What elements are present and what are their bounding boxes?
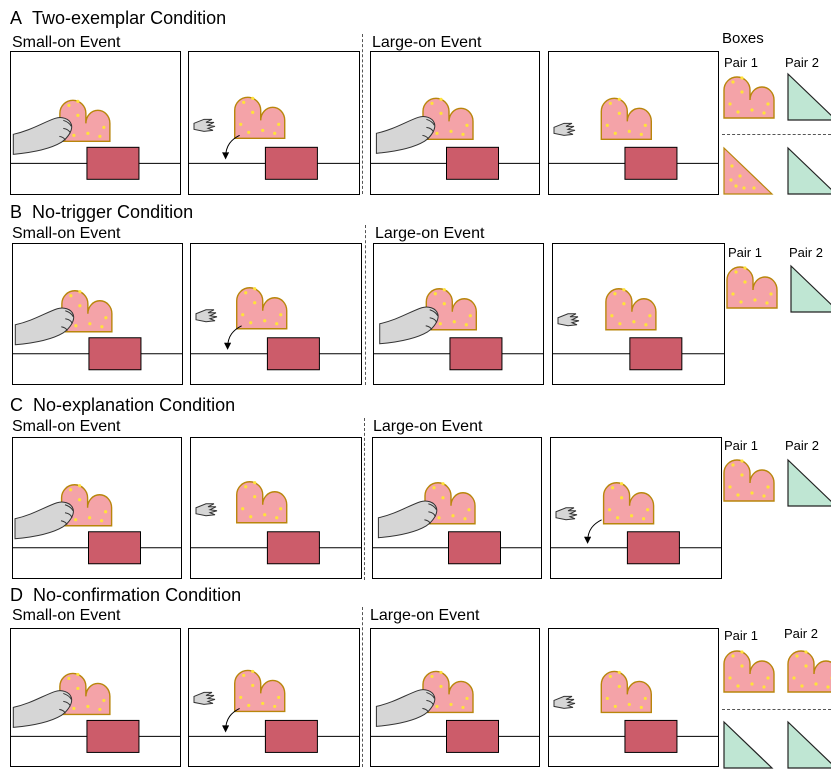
drop-arrow [224,325,242,350]
hand-fingers [195,503,218,517]
hand-fingers [193,118,216,132]
panel-a-3-grasp-large [370,51,540,195]
section-a-name: Two-exemplar Condition [32,8,227,28]
panel-d-2-drop-small [188,628,360,767]
section-d-pair1-label: Pair 1 [724,628,758,643]
c-pair1-block-icon [723,459,775,502]
a-pair2-triangle-icon-lower [787,146,831,195]
a-pair1-triangle-pink-icon [723,146,774,195]
panel-a-2-drop-small [188,51,360,195]
section-a-large-on-label: Large-on Event [372,34,482,51]
section-b-divider [365,225,366,385]
hand-arm [12,117,73,155]
section-d-title: D No-confirmation Condition [10,585,241,606]
hand-fingers [553,122,576,136]
panel-d-4-release-large [548,628,719,767]
base-block [629,337,683,371]
a-pair2-triangle-icon [787,72,831,121]
d-pair2-block-icon [787,650,831,693]
section-a-letter: A [10,8,23,28]
panel-b-2-drop-small [190,243,362,385]
drop-arrow [222,134,240,160]
b-pair1-block-icon [726,266,778,309]
hand-fingers [553,695,576,709]
panel-b-3-grasp-large [373,243,544,385]
hand-arm [379,306,439,345]
base-block [624,146,678,180]
section-a-pair2-label: Pair 2 [785,55,819,70]
hand-arm [375,116,436,154]
hand-fingers [193,691,216,705]
section-d-pair-separator [722,709,831,710]
panel-a-1-grasp-small [10,51,181,195]
base-block [624,719,678,753]
section-d-letter: D [10,585,23,605]
base-block [86,146,140,180]
section-c-small-on-label: Small-on Event [12,418,121,435]
base-block [449,337,503,371]
section-c-divider [364,418,365,580]
section-a-pair-separator [722,134,831,135]
panel-d-1-grasp-small [10,628,181,767]
section-a-pair1-label: Pair 1 [724,55,758,70]
a-pair1-block-icon [723,76,775,119]
section-c-letter: C [10,395,23,415]
section-a-title: A Two-exemplar Condition [10,8,226,29]
hand-arm [14,501,74,540]
base-block [264,719,318,753]
base-block [448,531,501,565]
panel-a-4-release-large [548,51,719,195]
section-d-pair2-label: Pair 2 [784,626,818,641]
d-pair1-triangle-icon [723,720,774,769]
panel-b-4-release-large [552,243,725,385]
base-block [86,719,140,753]
base-block [266,531,320,565]
section-c-pair2-label: Pair 2 [785,438,819,453]
base-block [266,337,320,371]
section-a-small-on-label: Small-on Event [12,34,121,51]
section-d-large-on-label: Large-on Event [370,607,480,624]
d-pair1-block-icon [723,650,775,693]
panel-d-3-grasp-large [370,628,540,767]
section-b-small-on-label: Small-on Event [12,225,121,242]
base-block [88,337,142,371]
hand-arm [377,500,438,539]
d-pair2-triangle-icon [787,720,831,769]
section-b-title: B No-trigger Condition [10,202,193,223]
base-block [446,719,499,753]
section-b-name: No-trigger Condition [32,202,194,222]
panel-c-4-drop-large [550,437,722,579]
base-block [88,531,141,565]
base-block [264,146,318,180]
hand-arm [14,307,75,346]
panel-c-2-release-small [190,437,362,579]
hand-fingers [195,309,218,323]
base-block [626,531,680,565]
section-d-divider [362,607,363,767]
section-d-small-on-label: Small-on Event [12,607,121,624]
section-c-large-on-label: Large-on Event [373,418,483,435]
section-c-pair1-label: Pair 1 [724,438,758,453]
panel-c-1-grasp-small [12,437,182,579]
section-c-name: No-explanation Condition [33,395,236,415]
drop-arrow [584,519,602,544]
hand-arm [375,689,436,727]
section-a-divider [362,34,363,194]
hand-fingers [555,507,578,521]
hand-fingers [557,313,580,327]
section-c-title: C No-explanation Condition [10,395,235,416]
boxes-header: Boxes [722,30,764,47]
section-b-pair2-label: Pair 2 [789,245,823,260]
section-b-pair1-label: Pair 1 [728,245,762,260]
c-pair2-triangle-icon [787,458,831,507]
panel-b-1-grasp-small [12,243,183,385]
section-b-large-on-label: Large-on Event [375,225,485,242]
hand-arm [12,690,73,728]
b-pair2-triangle-icon [790,264,831,313]
drop-arrow [222,707,240,733]
base-block [446,146,499,180]
section-b-letter: B [10,202,23,222]
section-d-name: No-confirmation Condition [33,585,242,605]
panel-c-3-grasp-large [372,437,542,579]
